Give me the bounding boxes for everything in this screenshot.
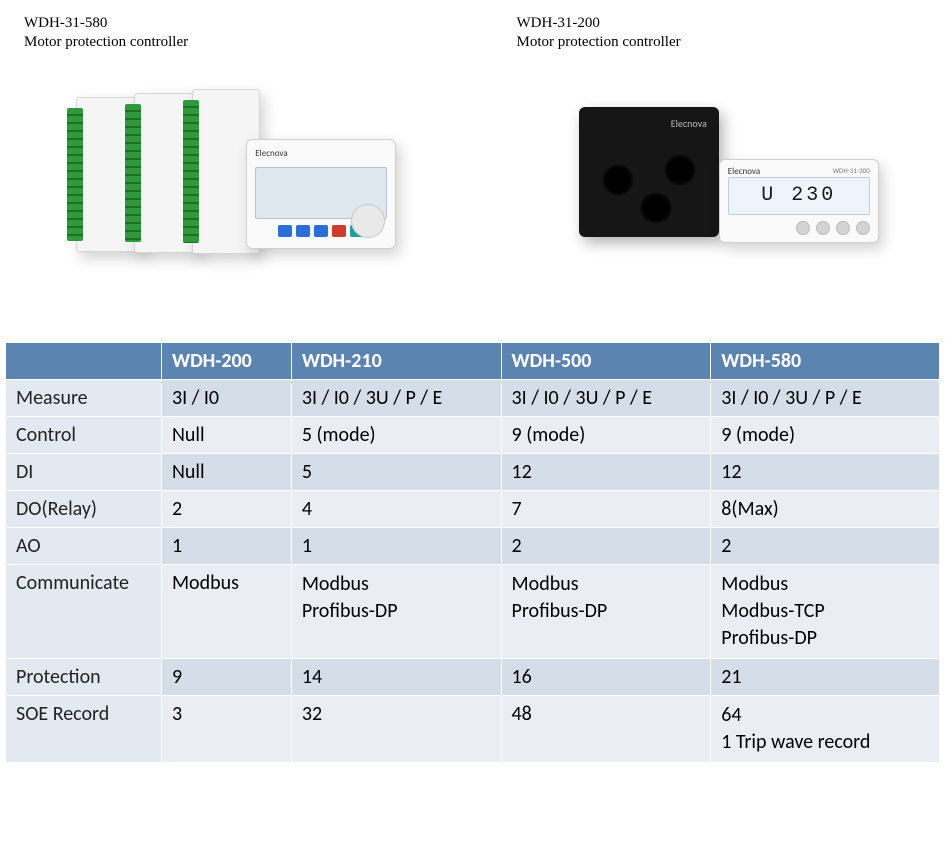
meter-model-label: WDH-31-200 <box>833 166 870 177</box>
button-icon <box>856 221 870 235</box>
table-row: CommunicateModbusModbus Profibus-DPModbu… <box>6 564 940 658</box>
cell: 2 <box>711 527 940 564</box>
brand-label: Elecnova <box>728 166 760 177</box>
row-label: Communicate <box>6 564 162 658</box>
products-row: WDH-31-580 Motor protection controller E… <box>0 0 945 342</box>
col-header <box>6 342 162 379</box>
button-icon <box>278 225 292 237</box>
col-header: WDH-210 <box>291 342 501 379</box>
cell: 12 <box>501 453 711 490</box>
cell: 9 (mode) <box>501 416 711 453</box>
lcd-readout: U 230 <box>728 177 870 215</box>
row-label: Measure <box>6 379 162 416</box>
spec-table: WDH-200 WDH-210 WDH-500 WDH-580 Measure3… <box>5 342 940 763</box>
dpad-icon <box>351 204 385 238</box>
cell: Modbus Profibus-DP <box>291 564 501 658</box>
button-icon <box>816 221 830 235</box>
button-icon <box>296 225 310 237</box>
cell: 3I / I0 / 3U / P / E <box>711 379 940 416</box>
brand-label: Elecnova <box>255 148 387 159</box>
table-row: AO1122 <box>6 527 940 564</box>
table-row: Protection9141621 <box>6 658 940 695</box>
brand-label: Elecnova <box>671 117 707 130</box>
table-row: DO(Relay)2478(Max) <box>6 490 940 527</box>
table-row: DINull51212 <box>6 453 940 490</box>
cell: 1 <box>161 527 291 564</box>
table-row: ControlNull5 (mode)9 (mode)9 (mode) <box>6 416 940 453</box>
cell: 14 <box>291 658 501 695</box>
button-icon <box>314 225 328 237</box>
cell: Null <box>161 416 291 453</box>
device-illustration: Elecnova <box>56 87 396 287</box>
table-row: Measure3I / I03I / I0 / 3U / P / E3I / I… <box>6 379 940 416</box>
cell: 2 <box>161 490 291 527</box>
product-model: WDH-31-200 <box>517 14 945 33</box>
cell: 7 <box>501 490 711 527</box>
row-label: Protection <box>6 658 162 695</box>
cell: 3I / I0 / 3U / P / E <box>291 379 501 416</box>
product-model: WDH-31-580 <box>24 14 453 33</box>
product-image-200: Elecnova Elecnova WDH-31-200 U 230 <box>493 52 945 322</box>
row-label: DO(Relay) <box>6 490 162 527</box>
product-card-580: WDH-31-580 Motor protection controller E… <box>0 10 453 322</box>
row-label: AO <box>6 527 162 564</box>
col-header: WDH-580 <box>711 342 940 379</box>
cell: Null <box>161 453 291 490</box>
cell: 1 <box>291 527 501 564</box>
cell: 9 <box>161 658 291 695</box>
cell: 32 <box>291 695 501 762</box>
cell: 9 (mode) <box>711 416 940 453</box>
device-illustration: Elecnova Elecnova WDH-31-200 U 230 <box>549 97 889 277</box>
cell: 4 <box>291 490 501 527</box>
col-header: WDH-200 <box>161 342 291 379</box>
cell: Modbus Modbus-TCP Profibus-DP <box>711 564 940 658</box>
ct-hole-icon <box>601 163 635 197</box>
button-icon <box>836 221 850 235</box>
ct-hole-icon <box>663 153 697 187</box>
product-subtitle: Motor protection controller <box>517 33 945 52</box>
cell: 21 <box>711 658 940 695</box>
cell: 16 <box>501 658 711 695</box>
cell: Modbus Profibus-DP <box>501 564 711 658</box>
cell: Modbus <box>161 564 291 658</box>
button-icon <box>332 225 346 237</box>
table-body: Measure3I / I03I / I0 / 3U / P / E3I / I… <box>6 379 940 762</box>
cell: 3 <box>161 695 291 762</box>
cell: 48 <box>501 695 711 762</box>
display-unit-icon: Elecnova <box>246 139 396 249</box>
product-image-580: Elecnova <box>0 52 453 322</box>
cell: 5 (mode) <box>291 416 501 453</box>
cell: 8(Max) <box>711 490 940 527</box>
table-header: WDH-200 WDH-210 WDH-500 WDH-580 <box>6 342 940 379</box>
button-icon <box>796 221 810 235</box>
row-label: Control <box>6 416 162 453</box>
ct-block-icon: Elecnova <box>579 107 719 237</box>
cell: 2 <box>501 527 711 564</box>
col-header: WDH-500 <box>501 342 711 379</box>
cell: 3I / I0 <box>161 379 291 416</box>
product-title: WDH-31-200 Motor protection controller <box>493 10 945 52</box>
cell: 64 1 Trip wave record <box>711 695 940 762</box>
product-subtitle: Motor protection controller <box>24 33 453 52</box>
product-card-200: WDH-31-200 Motor protection controller E… <box>493 10 945 322</box>
ct-hole-icon <box>639 191 673 225</box>
row-label: DI <box>6 453 162 490</box>
row-label: SOE Record <box>6 695 162 762</box>
cell: 12 <box>711 453 940 490</box>
cell: 5 <box>291 453 501 490</box>
table-row: SOE Record3324864 1 Trip wave record <box>6 695 940 762</box>
cell: 3I / I0 / 3U / P / E <box>501 379 711 416</box>
product-title: WDH-31-580 Motor protection controller <box>0 10 453 52</box>
meter-unit-icon: Elecnova WDH-31-200 U 230 <box>719 159 879 243</box>
